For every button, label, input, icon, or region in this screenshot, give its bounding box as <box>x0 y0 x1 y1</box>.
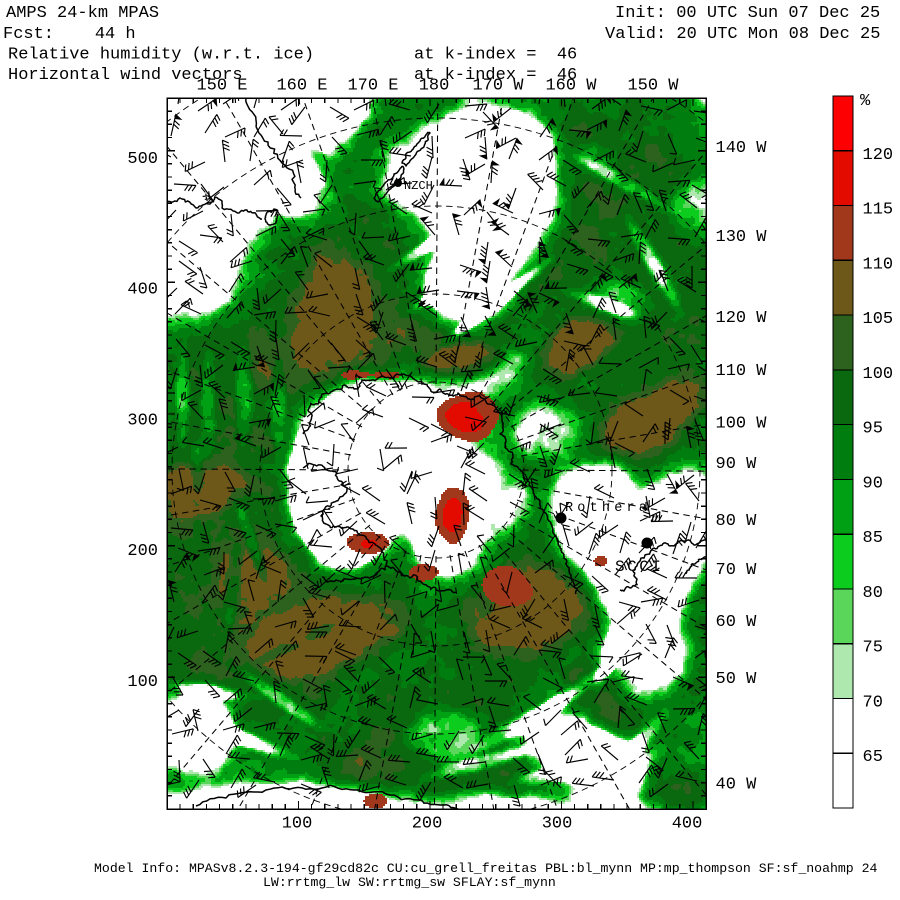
svg-text:60 W: 60 W <box>716 613 758 632</box>
svg-text:at k-index = 46: at k-index = 46 <box>414 66 577 85</box>
svg-text:100: 100 <box>127 673 158 692</box>
svg-text:Rothera: Rothera <box>565 501 651 516</box>
svg-text:80: 80 <box>863 584 883 603</box>
svg-text:70: 70 <box>863 693 883 712</box>
svg-text:90: 90 <box>863 474 883 493</box>
svg-text:120 W: 120 W <box>716 309 768 328</box>
svg-text:130 W: 130 W <box>716 228 768 247</box>
svg-text:200: 200 <box>412 815 443 834</box>
svg-text:80 W: 80 W <box>716 512 758 531</box>
svg-text:400: 400 <box>672 815 703 834</box>
svg-text:85: 85 <box>863 529 883 548</box>
svg-text:100: 100 <box>282 815 313 834</box>
svg-text:75: 75 <box>863 639 883 658</box>
svg-text:NZCH: NZCH <box>404 179 433 193</box>
svg-text:Relative humidity (w.r.t. ice): Relative humidity (w.r.t. ice) <box>8 46 314 65</box>
svg-text:400: 400 <box>127 281 158 300</box>
svg-text:115: 115 <box>863 201 894 220</box>
svg-text:105: 105 <box>863 310 894 329</box>
svg-text:Horizontal wind vectors: Horizontal wind vectors <box>8 66 243 85</box>
svg-text:SCCI: SCCI <box>615 558 663 576</box>
svg-text:110: 110 <box>863 255 894 274</box>
svg-text:170 W: 170 W <box>472 77 524 96</box>
svg-text:AMPS 24-km MPAS: AMPS 24-km MPAS <box>6 4 159 23</box>
svg-text:160 E: 160 E <box>276 77 327 96</box>
svg-text:95: 95 <box>863 420 883 439</box>
svg-text:Init: 00 UTC Sun 07 Dec 25: Init: 00 UTC Sun 07 Dec 25 <box>615 4 880 23</box>
svg-text:140 W: 140 W <box>716 139 768 158</box>
svg-text:Fcst: 44 h: Fcst: 44 h <box>3 25 136 44</box>
svg-text:%: % <box>860 92 871 111</box>
svg-text:150 E: 150 E <box>196 77 247 96</box>
svg-text:100 W: 100 W <box>716 415 768 434</box>
svg-text:65: 65 <box>863 748 883 767</box>
svg-text:300: 300 <box>127 411 158 430</box>
svg-text:90 W: 90 W <box>716 455 758 474</box>
svg-text:50 W: 50 W <box>716 670 758 689</box>
svg-text:110 W: 110 W <box>716 362 768 381</box>
svg-text:200: 200 <box>127 542 158 561</box>
svg-text:100: 100 <box>863 365 894 384</box>
svg-text:Valid: 20 UTC Mon 08 Dec 25: Valid: 20 UTC Mon 08 Dec 25 <box>605 25 880 44</box>
svg-text:70 W: 70 W <box>716 561 758 580</box>
svg-text:Model Info: MPASv8.2.3-194-gf2: Model Info: MPASv8.2.3-194-gf29cd82c CU:… <box>94 861 878 876</box>
svg-text:500: 500 <box>127 150 158 169</box>
svg-text:300: 300 <box>542 815 573 834</box>
svg-text:150 W: 150 W <box>627 77 679 96</box>
svg-text:LW:rrtmg_lw SW:rrtmg_sw SFLAY:: LW:rrtmg_lw SW:rrtmg_sw SFLAY:sf_mynn <box>263 875 556 890</box>
svg-text:at k-index = 46: at k-index = 46 <box>414 46 577 65</box>
svg-text:40 W: 40 W <box>716 776 758 795</box>
svg-text:160 W: 160 W <box>545 77 597 96</box>
svg-text:120: 120 <box>863 146 894 165</box>
svg-text:170 E: 170 E <box>347 77 398 96</box>
svg-text:180: 180 <box>419 77 450 96</box>
